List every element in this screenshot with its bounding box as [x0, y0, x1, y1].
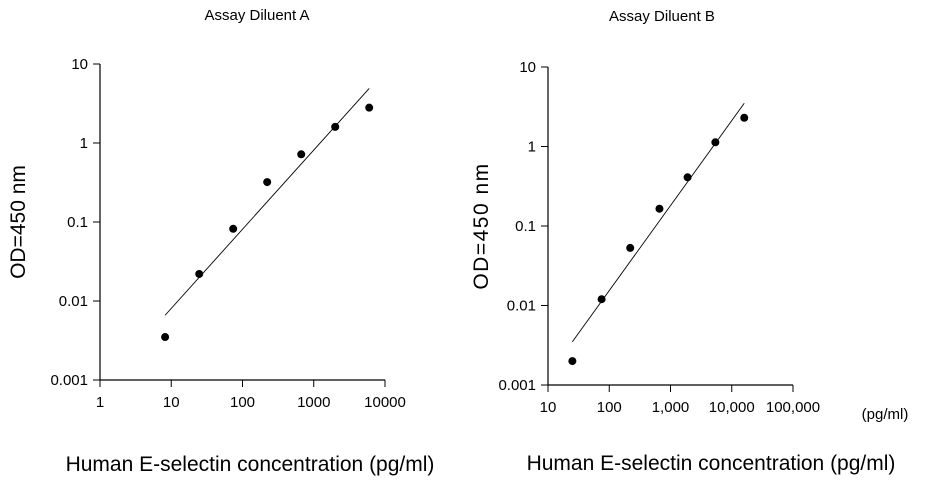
chart-1-data-point	[161, 333, 170, 342]
chart-1-data-point	[297, 150, 306, 159]
chart-2-data-point	[655, 204, 664, 213]
chart-1-data-point	[331, 122, 340, 131]
chart-2-data-point	[626, 243, 635, 252]
chart-1: Assay Diluent A 10 1 0.1 0.01 0.001 1 10 100 1000…	[7, 7, 434, 476]
chart-1-data-point	[263, 178, 272, 187]
chart-1-data-point	[195, 269, 204, 278]
chart-1-y-tick-label: 0.1	[67, 214, 88, 231]
chart-2-x-tick-label: 1,000	[652, 399, 690, 416]
chart-2-x-tick-label: 10,000	[709, 399, 755, 416]
chart-2-x-unit-label: (pg/ml)	[862, 406, 909, 423]
chart-1-title: Assay Diluent A	[204, 7, 309, 24]
chart-1-trendline	[164, 88, 370, 316]
chart-1-y-tick-label: 1	[80, 135, 88, 152]
chart-2-x-tick-label: 100	[597, 399, 622, 416]
chart-2-y-tick-label: 10	[519, 59, 536, 76]
chart-2-x-tick-label: 100,000	[766, 399, 820, 416]
chart-2-y-tick-label: 1	[528, 139, 536, 156]
chart-2-trendline	[572, 102, 745, 343]
chart-2-title: Assay Diluent B	[609, 8, 715, 25]
chart-2-data-point	[568, 357, 577, 366]
chart-1-x-tick-label: 1	[96, 394, 104, 411]
chart-1-x-tick-label: 10000	[364, 394, 406, 411]
chart-2-x-tick-label: 10	[540, 399, 557, 416]
chart-1-x-tick-label: 10	[163, 394, 180, 411]
chart-2-data-point	[597, 295, 606, 304]
chart-1-y-tick-label: 0.001	[50, 372, 88, 389]
chart-2-x-axis-label: Human E-selectin concentration (pg/ml)	[527, 452, 896, 475]
chart-1-x-axis-label: Human E-selectin concentration (pg/ml)	[66, 453, 435, 476]
chart-1-x-tick-label: 1000	[297, 394, 330, 411]
chart-1-data-point	[365, 103, 374, 112]
chart-1-y-tick-label: 0.01	[59, 293, 88, 310]
chart-1-x-tick-label: 100	[230, 394, 255, 411]
chart-1-data-point	[229, 224, 238, 233]
chart-1-y-tick-label: 10	[71, 56, 88, 73]
chart-1-y-axis-label: OD=450 nm	[7, 165, 30, 279]
chart-2-data-point	[683, 173, 692, 182]
chart-2-data-point	[711, 138, 720, 147]
chart-2-y-tick-label: 0.1	[515, 218, 536, 235]
chart-2-y-tick-label: 0.01	[507, 298, 536, 315]
chart-2-y-axis-label: OD=450 nm	[470, 162, 493, 289]
chart-2-data-point	[740, 113, 749, 122]
chart-2-y-tick-label: 0.001	[498, 377, 536, 394]
